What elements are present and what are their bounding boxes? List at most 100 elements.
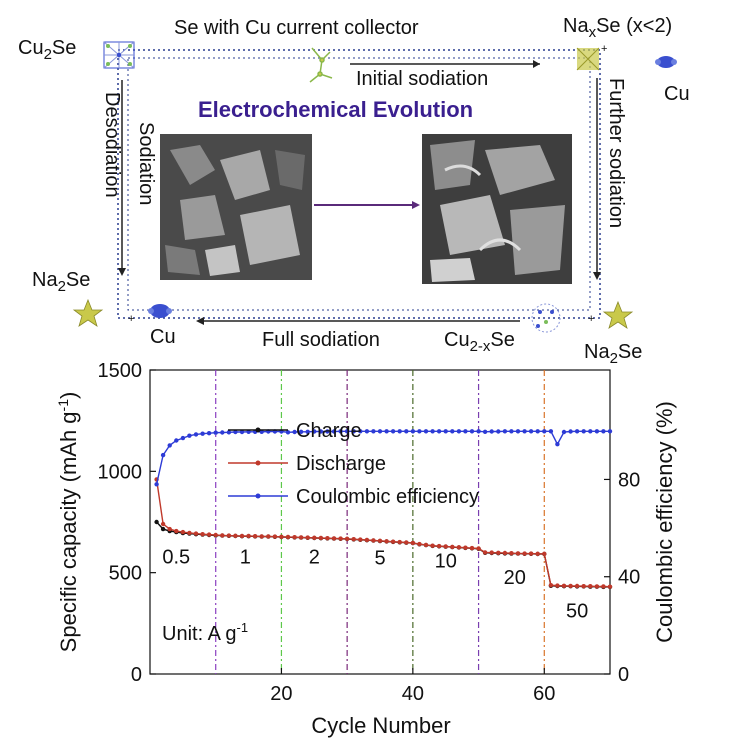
series-line-discharge (155, 479, 611, 588)
point-discharge-52 (489, 550, 494, 555)
rate-label-2: 2 (309, 547, 320, 569)
point-coulombic-efficiency-12 (226, 430, 232, 435)
point-coulombic-efficiency-63 (561, 429, 567, 435)
point-charge-1 (154, 519, 159, 525)
plot-frame (149, 369, 611, 675)
point-coulombic-efficiency-40 (410, 429, 416, 434)
outer-dotted-frame (117, 49, 601, 319)
point-discharge-28 (331, 536, 337, 541)
ticks-layer: 20 40 60 0 500 1000 1500 0 40 80 (98, 360, 641, 705)
y-axis-left-label: Specific capacity (mAh g-1) (55, 392, 81, 653)
legend-label-ce: Coulombic efficiency (296, 486, 479, 508)
point-coulombic-efficiency-29 (338, 429, 343, 434)
y-left-tick-label-1000: 1000 (98, 461, 143, 483)
point-coulombic-efficiency-47 (456, 429, 462, 434)
sem-image-left (160, 134, 312, 280)
point-coulombic-efficiency-42 (423, 429, 429, 434)
legend-label-discharge: Discharge (296, 453, 386, 475)
point-discharge-2 (160, 521, 166, 527)
point-coulombic-efficiency-36 (384, 429, 389, 434)
y-left-tick-label-0: 0 (131, 664, 142, 686)
y-right-tick-label-0: 0 (618, 664, 629, 686)
point-coulombic-efficiency-70 (607, 429, 613, 434)
cu-atom-icon-right (655, 56, 677, 68)
further-sodiation-label: Further sodiation (605, 78, 627, 228)
point-discharge-31 (351, 537, 356, 542)
point-discharge-3 (167, 526, 172, 532)
point-coulombic-efficiency-39 (404, 429, 409, 434)
point-coulombic-efficiency-8 (200, 431, 205, 436)
point-discharge-55 (509, 551, 514, 556)
point-discharge-41 (417, 541, 422, 547)
point-discharge-46 (450, 544, 455, 550)
point-coulombic-efficiency-58 (528, 429, 534, 434)
point-coulombic-efficiency-30 (344, 429, 350, 434)
chart: 20 40 60 0 500 1000 1500 0 40 80 0.5 1 2 5 10 20 50 Cha… (55, 360, 677, 738)
na2se-right-label: Na2Se (584, 341, 642, 367)
point-discharge-69 (601, 584, 606, 589)
point-discharge-7 (193, 531, 199, 536)
point-coulombic-efficiency-14 (239, 429, 245, 435)
point-discharge-12 (226, 533, 232, 538)
point-discharge-70 (607, 584, 613, 589)
point-discharge-62 (555, 583, 560, 588)
point-coulombic-efficiency-50 (476, 429, 481, 434)
point-coulombic-efficiency-7 (193, 432, 199, 437)
point-coulombic-efficiency-55 (509, 429, 514, 434)
cu2xse-label: Cu2-xSe (444, 329, 515, 355)
y-axis-right-label: Coulombic efficiency (%) (652, 401, 677, 643)
inner-dotted-frame (127, 57, 591, 311)
point-discharge-56 (515, 551, 521, 556)
point-coulombic-efficiency-32 (358, 429, 363, 434)
point-discharge-14 (239, 533, 245, 539)
y-left-tick-label-1500: 1500 (98, 360, 143, 382)
sodiation-down-arrowhead (118, 268, 126, 276)
rate-label-0: 0.5 (162, 547, 190, 569)
point-discharge-36 (384, 539, 389, 544)
point-discharge-5 (180, 529, 186, 535)
cu-label-right: Cu (664, 83, 690, 105)
point-discharge-8 (200, 532, 205, 537)
point-discharge-60 (542, 551, 547, 556)
point-discharge-47 (456, 545, 462, 550)
legend-marker-ce (255, 493, 261, 499)
point-discharge-35 (377, 538, 383, 543)
point-coulombic-efficiency-38 (397, 429, 402, 434)
cu2xse-crystal-icon (531, 303, 561, 333)
point-discharge-25 (312, 535, 317, 540)
point-discharge-48 (463, 545, 468, 550)
point-coulombic-efficiency-23 (298, 429, 304, 434)
point-coulombic-efficiency-24 (305, 429, 310, 434)
further-sodiation-arrowhead (593, 272, 601, 280)
cu-atom-icon-left (148, 304, 172, 318)
point-coulombic-efficiency-33 (364, 429, 370, 434)
na2se-crystal-icon-right (602, 300, 634, 329)
na2se-left-label: Na2Se (32, 269, 90, 295)
initial-sodiation-label: Initial sodiation (356, 68, 488, 90)
point-coulombic-efficiency-43 (430, 429, 435, 434)
point-discharge-10 (213, 532, 218, 538)
point-coulombic-efficiency-2 (160, 452, 166, 458)
point-coulombic-efficiency-61 (548, 429, 554, 434)
rate-label-5: 20 (504, 567, 526, 589)
point-discharge-20 (279, 534, 284, 539)
point-coulombic-efficiency-53 (496, 429, 501, 434)
point-coulombic-efficiency-34 (371, 429, 376, 434)
point-discharge-18 (266, 534, 271, 539)
point-discharge-63 (561, 583, 567, 588)
point-coulombic-efficiency-68 (594, 429, 600, 434)
point-discharge-21 (285, 534, 291, 540)
point-coulombic-efficiency-67 (588, 429, 593, 434)
y-right-tick-label-80: 80 (618, 469, 640, 491)
point-coulombic-efficiency-54 (502, 429, 508, 434)
point-discharge-33 (364, 537, 370, 543)
legend-marker-discharge (255, 460, 261, 466)
point-coulombic-efficiency-10 (213, 430, 218, 435)
cu-label-left: Cu (150, 326, 176, 348)
point-discharge-42 (423, 542, 429, 548)
point-discharge-57 (522, 551, 527, 556)
point-discharge-38 (397, 539, 402, 545)
evolution-arrowhead (412, 201, 420, 209)
sodiation-label: Sodiation (135, 122, 157, 205)
